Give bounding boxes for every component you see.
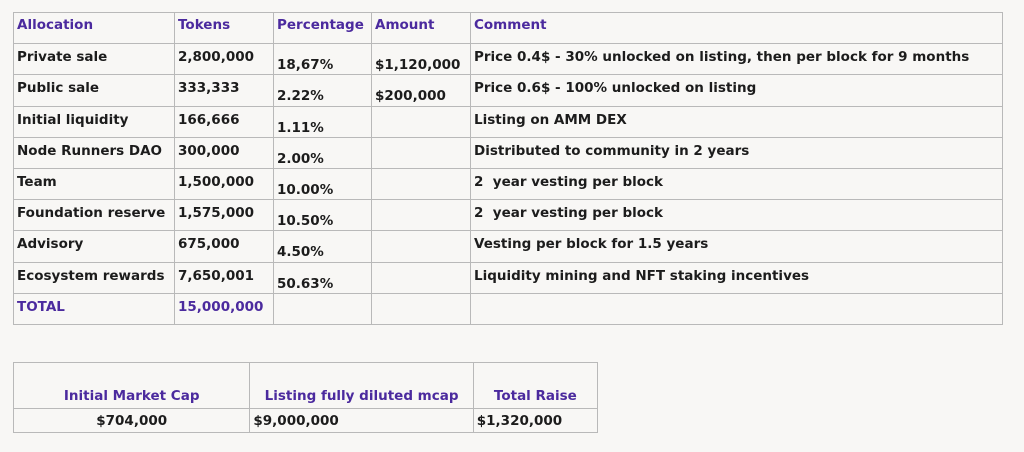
header-total-raise: Total Raise [472, 362, 599, 409]
header-allocation: Allocation [13, 11, 175, 45]
allocation-header-row: Allocation Tokens Percentage Amount Comm… [13, 11, 1003, 45]
allocation-comment: Listing on AMM DEX [470, 105, 1003, 138]
allocation-percentage: 50.63% [273, 261, 372, 294]
allocation-amount [371, 199, 471, 232]
allocation-tokens: 1,500,000 [174, 167, 274, 201]
table-row: Initial liquidity 166,666 1.11% Listing … [13, 105, 1003, 138]
listing-fdv-value: $9,000,000 [249, 408, 474, 433]
allocation-tokens: 300,000 [174, 136, 274, 169]
header-amount: Amount [371, 11, 471, 45]
allocation-amount [371, 167, 471, 201]
total-amount-empty [371, 292, 471, 325]
allocation-percentage: 10.00% [273, 167, 372, 201]
table-row: Public sale 333,333 2.22% $200,000 Price… [13, 74, 1003, 107]
allocation-comment: Liquidity mining and NFT staking incenti… [470, 261, 1003, 294]
allocation-name: Private sale [13, 43, 175, 76]
allocation-name: Advisory [13, 230, 175, 263]
table-row: Ecosystem rewards 7,650,001 50.63% Liqui… [13, 261, 1003, 294]
allocation-comment: Price 0.6$ - 100% unlocked on listing [470, 74, 1003, 107]
total-percentage-empty [273, 292, 372, 325]
allocation-comment: 2 year vesting per block [470, 199, 1003, 232]
table-row: Team 1,500,000 10.00% 2 year vesting per… [13, 167, 1003, 201]
header-initial-market-cap: Initial Market Cap [12, 362, 251, 409]
summary-header-row: Initial Market Cap Listing fully diluted… [12, 362, 599, 409]
header-percentage: Percentage [273, 11, 372, 45]
initial-market-cap-value: $704,000 [12, 408, 251, 433]
allocation-name: Public sale [13, 74, 175, 107]
allocation-tokens: 675,000 [174, 230, 274, 263]
allocation-amount: $1,120,000 [371, 43, 471, 76]
table-row: Private sale 2,800,000 18,67% $1,120,000… [13, 43, 1003, 76]
total-raise-value: $1,320,000 [472, 408, 599, 433]
summary-table: Initial Market Cap Listing fully diluted… [12, 362, 599, 433]
allocation-percentage: 18,67% [273, 43, 372, 76]
header-comment: Comment [470, 11, 1003, 45]
allocation-amount [371, 136, 471, 169]
table-row: Foundation reserve 1,575,000 10.50% 2 ye… [13, 199, 1003, 232]
allocation-comment: Distributed to community in 2 years [470, 136, 1003, 169]
header-tokens: Tokens [174, 11, 274, 45]
allocation-name: Team [13, 167, 175, 201]
total-tokens: 15,000,000 [174, 292, 274, 325]
allocation-table: Allocation Tokens Percentage Amount Comm… [13, 11, 1003, 325]
allocation-tokens: 2,800,000 [174, 43, 274, 76]
allocation-tokens: 166,666 [174, 105, 274, 138]
allocation-amount [371, 230, 471, 263]
allocation-name: Node Runners DAO [13, 136, 175, 169]
table-row: Node Runners DAO 300,000 2.00% Distribut… [13, 136, 1003, 169]
allocation-percentage: 4.50% [273, 230, 372, 263]
total-label: TOTAL [13, 292, 175, 325]
header-listing-fdv: Listing fully diluted mcap [249, 362, 474, 409]
table-row: Advisory 675,000 4.50% Vesting per block… [13, 230, 1003, 263]
allocation-name: Ecosystem rewards [13, 261, 175, 294]
allocation-tokens: 333,333 [174, 74, 274, 107]
allocation-name: Foundation reserve [13, 199, 175, 232]
allocation-tokens: 7,650,001 [174, 261, 274, 294]
allocation-percentage: 10.50% [273, 199, 372, 232]
allocation-comment: Price 0.4$ - 30% unlocked on listing, th… [470, 43, 1003, 76]
allocation-amount [371, 105, 471, 138]
allocation-amount [371, 261, 471, 294]
summary-values-row: $704,000 $9,000,000 $1,320,000 [12, 408, 599, 433]
total-comment-empty [470, 292, 1003, 325]
allocation-name: Initial liquidity [13, 105, 175, 138]
total-row: TOTAL 15,000,000 [13, 292, 1003, 325]
allocation-tokens: 1,575,000 [174, 199, 274, 232]
allocation-amount: $200,000 [371, 74, 471, 107]
allocation-percentage: 1.11% [273, 105, 372, 138]
allocation-comment: 2 year vesting per block [470, 167, 1003, 201]
allocation-percentage: 2.00% [273, 136, 372, 169]
allocation-percentage: 2.22% [273, 74, 372, 107]
allocation-comment: Vesting per block for 1.5 years [470, 230, 1003, 263]
